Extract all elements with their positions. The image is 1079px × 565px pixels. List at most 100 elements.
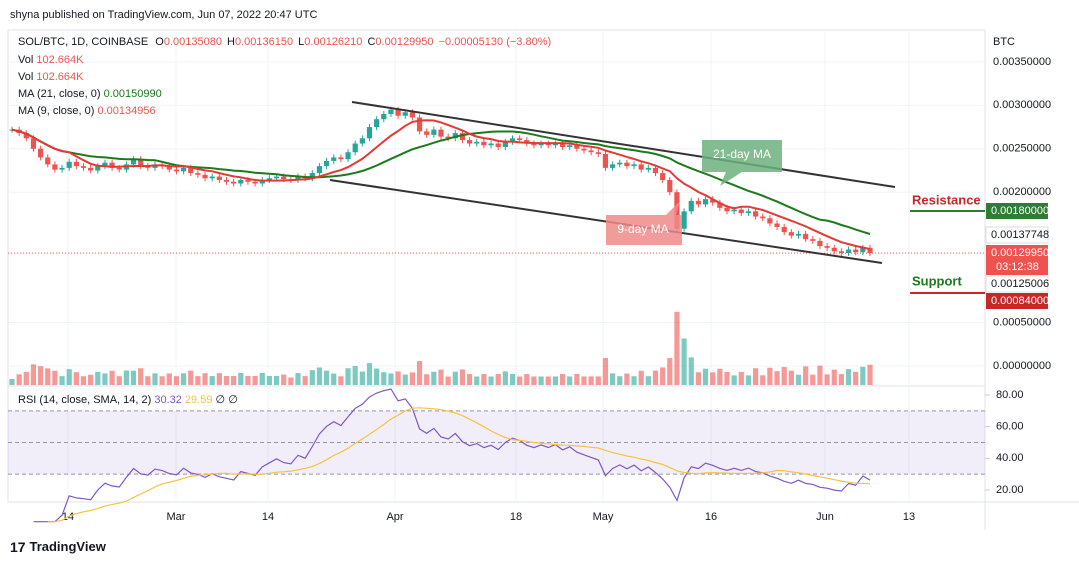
candle: [538, 143, 544, 146]
volume-bar: [302, 376, 308, 385]
value: 30.32: [154, 394, 182, 406]
volume-bar: [595, 376, 601, 385]
x-tick-label: 16: [705, 511, 717, 523]
volume-bar: [345, 368, 351, 385]
volume-bar: [710, 372, 716, 385]
volume-bar: [273, 376, 280, 385]
volume-bar: [181, 373, 187, 385]
candle: [488, 143, 494, 146]
candle: [30, 138, 37, 149]
value: 0.00129950: [375, 36, 433, 48]
volume-bar: [624, 373, 630, 385]
volume-bar: [660, 367, 666, 385]
candle: [624, 162, 630, 167]
candle: [831, 247, 837, 252]
volume-bar: [195, 376, 201, 385]
candle: [531, 143, 537, 146]
volume-bar: [188, 370, 194, 385]
candle: [273, 176, 280, 179]
currency: BTC: [993, 36, 1015, 48]
label: L: [298, 36, 304, 48]
candle: [595, 152, 601, 154]
candle: [681, 211, 687, 229]
volume-bar: [610, 373, 616, 385]
candle: [524, 140, 530, 144]
price-label: 0.00129950: [991, 247, 1049, 259]
label: C: [367, 36, 375, 48]
y-tick-label: 80.00: [996, 389, 1024, 401]
volume-bar: [366, 363, 373, 385]
candle: [23, 133, 29, 139]
x-tick-label: May: [593, 511, 614, 523]
candle: [338, 157, 344, 160]
candle: [88, 167, 94, 171]
candle: [810, 239, 816, 241]
volume-bar: [216, 373, 222, 385]
candle: [80, 166, 87, 168]
price-label: 0.00084000: [991, 295, 1049, 307]
volume-bar: [681, 338, 687, 385]
candle: [381, 113, 387, 120]
y-tick-label: 60.00: [996, 421, 1024, 433]
volume-bar: [674, 311, 680, 385]
volume-bar: [481, 374, 487, 385]
candle: [45, 157, 51, 165]
candle: [459, 133, 466, 141]
volume-bar: [331, 373, 337, 385]
price-tag: [985, 275, 1049, 293]
volume-bar: [738, 371, 744, 385]
candle: [366, 127, 373, 139]
volume-bar: [259, 372, 265, 385]
candle: [788, 232, 794, 236]
volume-bar: [145, 376, 151, 385]
volume-bar: [574, 373, 580, 385]
volume-bar: [66, 369, 72, 385]
volume-bar: [695, 372, 701, 385]
candle: [424, 131, 430, 135]
candle: [631, 164, 637, 167]
candle: [559, 143, 566, 148]
candle: [610, 164, 616, 168]
volume-bar: [803, 366, 809, 385]
volume-bar: [424, 374, 430, 385]
volume-bar: [724, 371, 730, 385]
candle: [138, 159, 144, 167]
value: ∅: [216, 394, 226, 406]
volume-bar: [309, 370, 315, 385]
volume-bar: [252, 375, 258, 385]
candle: [867, 247, 873, 254]
volume-bar: [116, 376, 122, 385]
candle: [774, 223, 780, 227]
value: 29.59: [185, 394, 213, 406]
rsi-line: [33, 388, 871, 523]
candle: [860, 247, 866, 253]
volume-bar: [152, 373, 158, 385]
candle: [803, 233, 809, 240]
candle: [316, 166, 323, 174]
candle: [252, 181, 258, 184]
volume-bar: [359, 371, 365, 385]
volume-bar: [731, 375, 737, 385]
volume-bar: [130, 370, 137, 385]
y-tick-label: 0.00300000: [993, 99, 1051, 111]
candle: [38, 148, 44, 158]
volume-bar: [395, 371, 401, 385]
volume-bar: [667, 358, 673, 385]
volume-bar: [817, 365, 823, 385]
candle: [824, 246, 830, 248]
candle: [767, 218, 773, 224]
candle: [173, 169, 180, 172]
y-tick-label: 0.00000000: [993, 360, 1051, 372]
candle: [166, 166, 172, 170]
candle: [209, 176, 215, 179]
label: O: [155, 36, 164, 48]
label: MA (9, close, 0): [18, 105, 94, 117]
annotation: 21-day MA: [713, 147, 771, 161]
value: 0.00150990: [104, 88, 162, 100]
annotation: Support: [912, 273, 962, 288]
countdown: 03:12:38: [996, 261, 1039, 273]
volume-bar: [631, 376, 637, 385]
volume-bar: [281, 374, 287, 385]
candle: [545, 143, 551, 146]
